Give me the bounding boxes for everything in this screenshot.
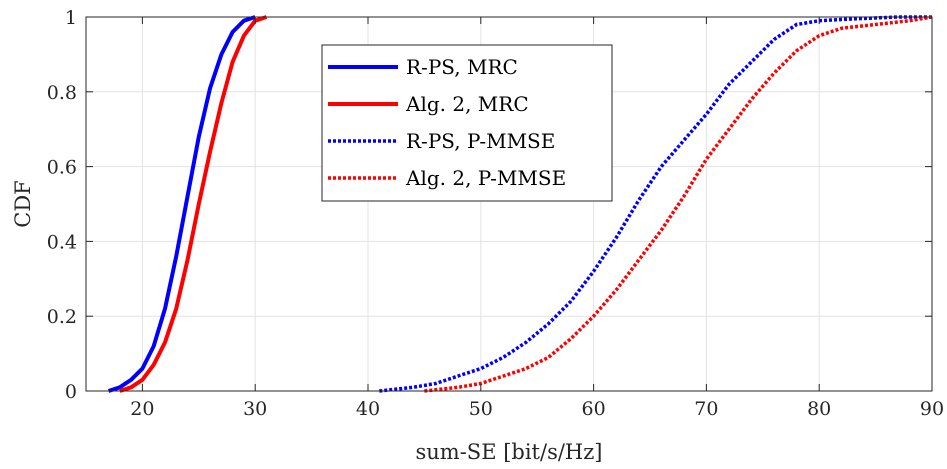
y-tick-label: 0.2 <box>47 306 77 328</box>
y-axis-label: CDF <box>11 180 35 227</box>
y-tick-label: 0.6 <box>47 157 77 179</box>
legend: R-PS, MRC Alg. 2, MRC R-PS, P-MMSE Alg. 2, … <box>321 44 613 202</box>
x-tick-label: 60 <box>582 398 606 420</box>
y-tick-label: 0.8 <box>47 82 77 104</box>
x-tick-label: 70 <box>694 398 718 420</box>
y-tick-label: 0 <box>65 381 77 403</box>
axes-box <box>85 16 933 392</box>
x-tick-label: 90 <box>920 398 944 420</box>
y-tick-label: 0.4 <box>47 231 77 253</box>
legend-label: R-PS, P-MMSE <box>406 129 555 153</box>
legend-label: Alg. 2, MRC <box>405 92 529 116</box>
legend-box <box>321 44 613 202</box>
axis-ticks: 20 30 40 50 60 70 80 90 0 0.2 0.4 0.6 0.8 1 <box>47 7 944 420</box>
x-tick-label: 20 <box>130 398 154 420</box>
legend-label: Alg. 2, P-MMSE <box>405 166 566 190</box>
series-line-r-ps-mrc <box>107 15 256 393</box>
x-tick-label: 50 <box>469 398 493 420</box>
series-line-alg-2-p-mmse <box>424 15 933 393</box>
x-axis-label: sum-SE [bit/s/Hz] <box>416 440 603 464</box>
x-tick-label: 80 <box>807 398 831 420</box>
series-line-alg-2-mrc <box>119 15 268 393</box>
series-lines <box>107 15 933 393</box>
legend-label: R-PS, MRC <box>406 55 518 79</box>
y-tick-label: 1 <box>65 7 77 29</box>
series-line-r-ps-p-mmse <box>379 15 932 393</box>
x-tick-label: 30 <box>243 398 267 420</box>
x-tick-label: 40 <box>356 398 380 420</box>
